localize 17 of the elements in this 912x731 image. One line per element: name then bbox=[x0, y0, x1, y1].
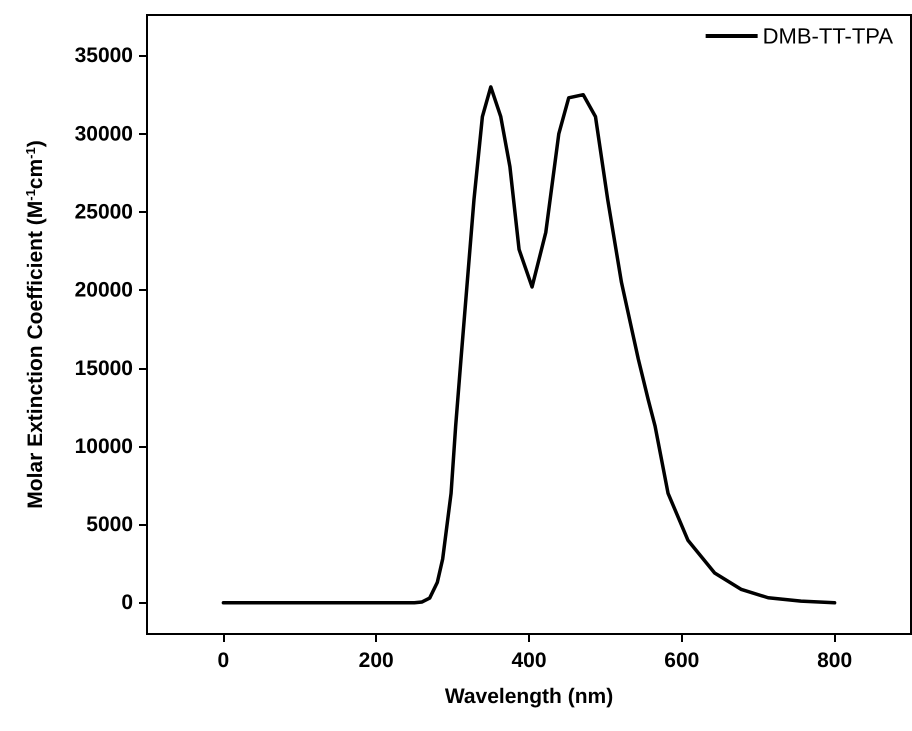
y-tick-label: 0 bbox=[121, 591, 133, 614]
x-axis-title: Wavelength (nm) bbox=[444, 685, 614, 708]
line-series bbox=[222, 85, 836, 604]
x-tick-label: 200 bbox=[358, 649, 394, 672]
y-tick-label: 5000 bbox=[86, 513, 133, 536]
y-tick-label: 25000 bbox=[74, 200, 133, 224]
x-tick-label: 600 bbox=[664, 649, 700, 672]
y-tick-label: 15000 bbox=[74, 356, 133, 380]
y-tick-label: 35000 bbox=[74, 44, 133, 68]
legend-label: DMB-TT-TPA bbox=[762, 24, 894, 48]
x-tick-label: 0 bbox=[218, 649, 230, 672]
x-tick-label: 400 bbox=[511, 649, 547, 672]
x-tick-label: 800 bbox=[817, 649, 852, 672]
y-tick-label: 30000 bbox=[74, 122, 133, 146]
y-tick-label: 20000 bbox=[74, 278, 133, 302]
y-tick-label: 10000 bbox=[74, 434, 133, 458]
y-axis-title: Molar Extinction Coefficient (M-1cm-1) bbox=[23, 140, 47, 509]
